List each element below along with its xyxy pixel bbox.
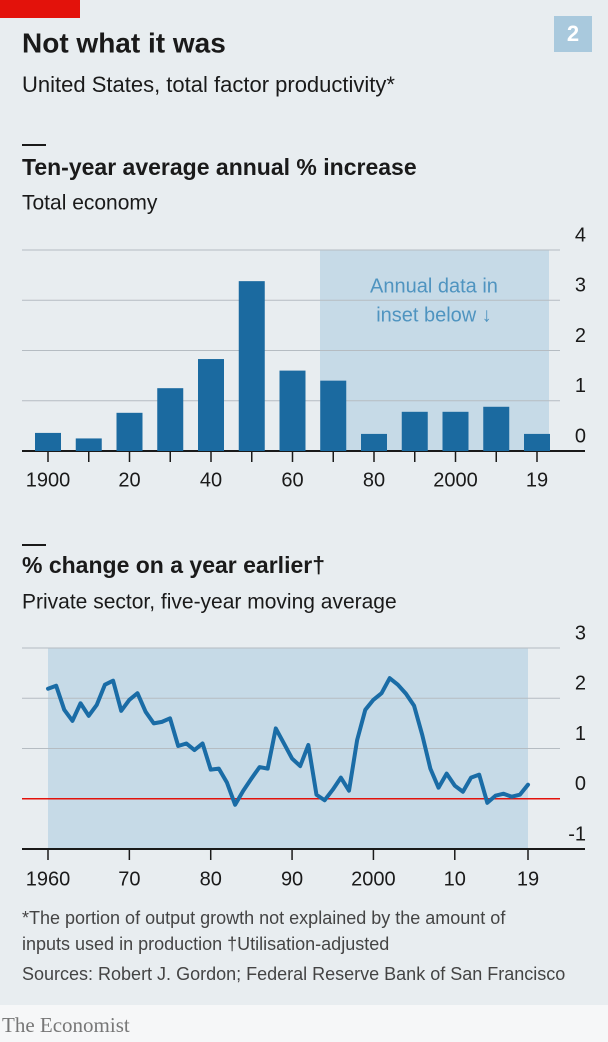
footnote: inputs used in production †Utilisation-a… [22,934,389,954]
chart-title: % change on a year earlier† [22,552,325,578]
badge-box [554,16,592,52]
bar [75,438,102,451]
chart-subtitle: Private sector, five-year moving average [22,591,397,614]
x-tick-label: 10 [444,868,466,890]
x-tick-label: 19 [517,868,539,890]
y-tick-label: 3 [575,275,586,297]
bar [238,281,265,451]
subtitle: United States, total factor productivity… [22,72,395,97]
bar [361,433,387,451]
x-tick-label: 2000 [433,469,478,491]
footnote: *The portion of output growth not explai… [22,908,506,928]
bar [35,432,61,451]
bar [198,359,224,451]
brand: The Economist [2,1013,130,1037]
badge: 2 [567,21,579,46]
line-series [46,676,530,807]
y-tick-label: 0 [575,425,586,447]
x-tick-label: 19 [526,469,548,491]
x-tick-label: 90 [281,868,303,890]
x-tick-label: 2000 [351,868,396,890]
bar [483,406,510,451]
footer-background [0,1005,608,1042]
y-tick-label: 2 [575,673,586,695]
bar [116,412,143,451]
bar [524,433,550,451]
y-tick-label: 4 [575,224,586,246]
x-tick-label: 1900 [26,469,71,491]
annotation: Annual data in [370,275,498,297]
y-tick-label: 2 [575,325,586,347]
y-tick-label: 3 [575,622,586,644]
title: Not what it was [22,27,226,58]
chart-title: Ten-year average annual % increase [22,154,417,180]
y-tick-label: -1 [568,823,586,845]
x-tick-label: 60 [281,469,303,491]
bar [279,370,306,451]
x-tick-label: 70 [118,868,140,890]
annotation: inset below ↓ [376,304,492,326]
bar [320,380,347,451]
x-tick-label: 80 [363,469,385,491]
x-tick-label: 1960 [26,868,71,890]
chart-subtitle: Total economy [22,192,158,215]
y-tick-label: 0 [575,773,586,795]
background [0,0,608,1005]
source: Sources: Robert J. Gordon; Federal Reser… [22,964,565,984]
x-tick-label: 40 [200,469,222,491]
x-tick-label: 20 [118,469,140,491]
y-tick-label: 1 [575,723,586,745]
bar [442,411,469,451]
x-tick-label: 80 [200,868,222,890]
red-tag [0,0,80,18]
bar [157,388,184,451]
y-tick-label: 1 [575,375,586,397]
bar [401,411,428,451]
